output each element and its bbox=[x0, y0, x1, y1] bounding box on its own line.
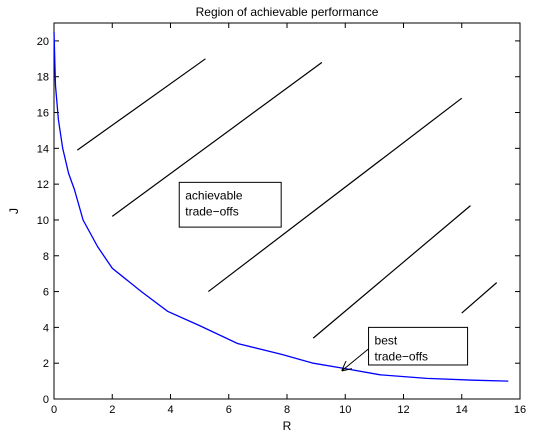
y-tick-label: 2 bbox=[43, 358, 49, 370]
y-tick-label: 8 bbox=[43, 251, 49, 263]
annotation-arrow bbox=[342, 348, 369, 370]
x-tick-label: 12 bbox=[397, 404, 409, 416]
hatch-line bbox=[76, 58, 206, 151]
annotation-text: best bbox=[375, 333, 398, 347]
x-axis-label: R bbox=[283, 419, 292, 433]
y-tick-label: 14 bbox=[37, 143, 49, 155]
x-tick-label: 10 bbox=[339, 404, 351, 416]
y-tick-label: 4 bbox=[43, 322, 49, 334]
y-axis-label: J bbox=[7, 208, 21, 214]
annotation-text: achievable bbox=[185, 188, 243, 202]
annotation-text: trade−offs bbox=[185, 204, 238, 218]
plot-area: 0 2 4 6 8 10 12 14 16 0 2 4 6 8 10 12 14 16 18 20 achievable… bbox=[37, 22, 526, 416]
hatch-line bbox=[111, 61, 323, 217]
x-tick-label: 2 bbox=[109, 404, 115, 416]
x-tick-label: 14 bbox=[456, 404, 468, 416]
x-tick-label: 8 bbox=[284, 404, 290, 416]
y-tick-label: 0 bbox=[43, 394, 49, 406]
x-tick-label: 6 bbox=[226, 404, 232, 416]
chart-title: Region of achievable performance bbox=[196, 5, 379, 19]
hatch-line bbox=[312, 205, 471, 339]
annotation-box bbox=[178, 181, 282, 228]
y-tick-label: 20 bbox=[37, 36, 49, 48]
x-tick-label: 16 bbox=[514, 404, 526, 416]
y-tick-label: 6 bbox=[43, 287, 49, 299]
y-tick-label: 12 bbox=[37, 179, 49, 191]
x-tick-label: 4 bbox=[167, 404, 173, 416]
annotation-box bbox=[368, 326, 469, 366]
y-tick-label: 16 bbox=[37, 108, 49, 120]
hatch-line bbox=[461, 282, 498, 314]
x-tick-label: 0 bbox=[51, 404, 57, 416]
annotation-text: trade−offs bbox=[375, 349, 428, 363]
tradeoff-curve bbox=[53, 31, 509, 382]
y-tick-label: 18 bbox=[37, 72, 49, 84]
hatch-line bbox=[207, 97, 463, 293]
y-tick-label: 10 bbox=[37, 215, 49, 227]
